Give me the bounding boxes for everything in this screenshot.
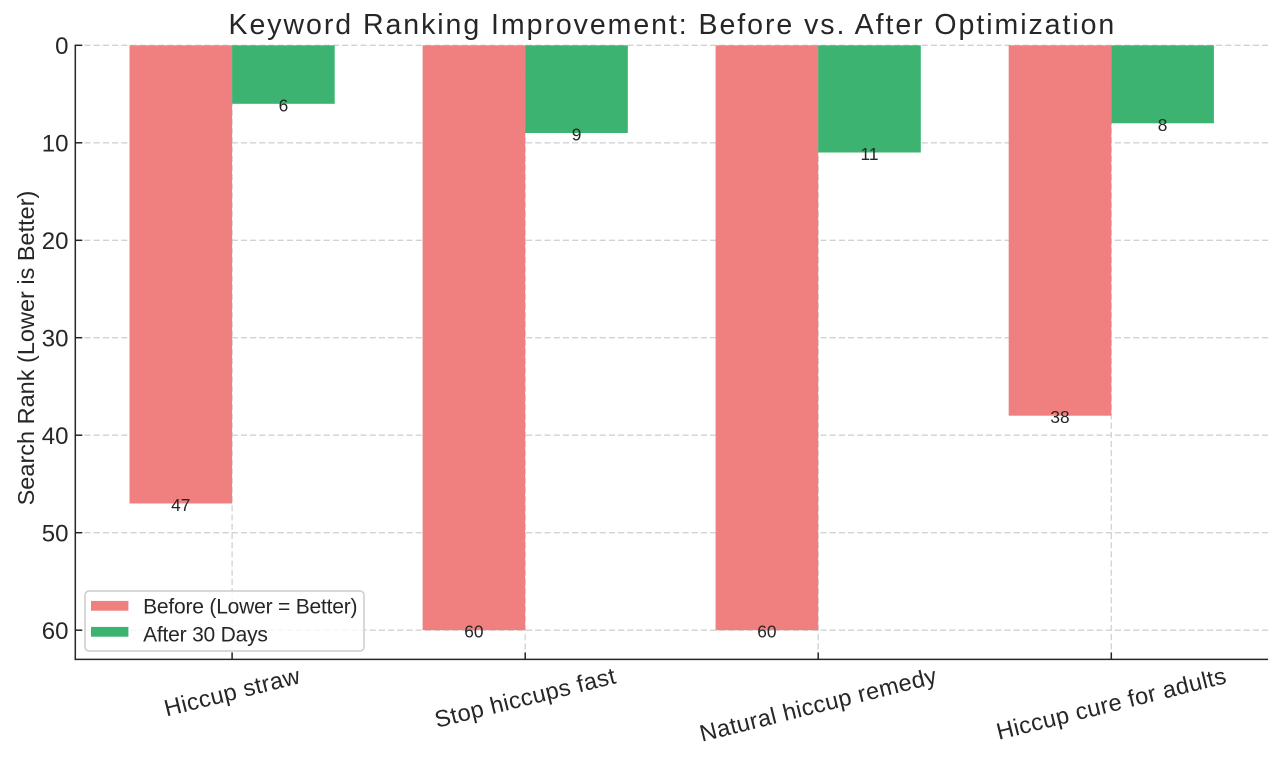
svg-text:Before (Lower = Better): Before (Lower = Better) <box>143 596 357 619</box>
svg-text:47: 47 <box>171 495 190 515</box>
svg-text:0: 0 <box>55 33 68 60</box>
svg-text:10: 10 <box>42 130 69 157</box>
svg-text:40: 40 <box>42 423 69 450</box>
svg-text:30: 30 <box>42 325 69 352</box>
svg-text:60: 60 <box>42 618 69 645</box>
svg-text:20: 20 <box>42 228 69 255</box>
svg-text:After 30 Days: After 30 Days <box>143 624 268 647</box>
svg-text:Search Rank (Lower is Better): Search Rank (Lower is Better) <box>13 191 39 506</box>
svg-text:8: 8 <box>1158 115 1168 135</box>
svg-text:60: 60 <box>464 622 483 642</box>
svg-text:38: 38 <box>1050 407 1069 427</box>
svg-text:9: 9 <box>572 125 582 145</box>
svg-text:11: 11 <box>861 144 879 164</box>
svg-text:50: 50 <box>42 520 69 547</box>
svg-text:60: 60 <box>757 622 776 642</box>
svg-text:6: 6 <box>279 95 289 115</box>
svg-text:Keyword Ranking Improvement: B: Keyword Ranking Improvement: Before vs. … <box>229 9 1117 41</box>
